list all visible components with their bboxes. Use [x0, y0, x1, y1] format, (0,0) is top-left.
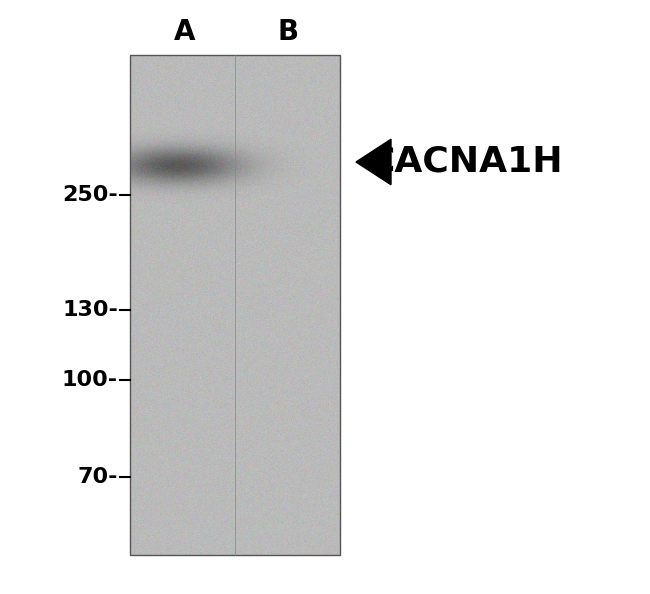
Text: 250-: 250-	[62, 185, 118, 205]
Text: B: B	[278, 18, 298, 46]
Text: 100-: 100-	[62, 370, 118, 390]
Polygon shape	[356, 139, 391, 185]
Text: 70-: 70-	[77, 467, 118, 487]
Text: CACNA1H: CACNA1H	[368, 145, 563, 179]
Text: A: A	[174, 18, 196, 46]
Bar	[130, 55, 340, 555]
Text: 130-: 130-	[62, 300, 118, 320]
